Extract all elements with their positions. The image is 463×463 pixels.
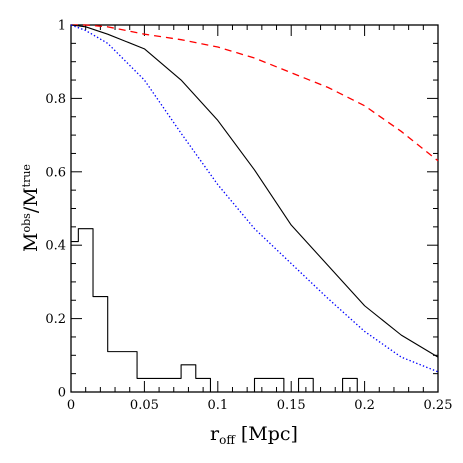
y-tick-label: 1 [58,19,66,34]
x-tick-label: 0.05 [130,398,159,413]
y-tick-label: 0.4 [45,239,66,254]
x-tick-label: 0 [67,398,75,413]
x-tick-label: 0.1 [207,398,228,413]
y-tick-label: 0 [58,386,66,401]
series-step-line [71,228,438,393]
y-axis-superscript-1: obs [20,213,33,233]
x-axis-subscript: off [219,433,236,447]
tick-labels: 0 0.05 0.1 0.15 0.2 0.25 0 0.2 0.4 0.6 0.8 1 [45,19,452,414]
x-tick-label: 0.15 [277,398,306,413]
x-tick-label: 0.25 [424,398,453,413]
x-axis-unit: [Mpc] [241,423,298,445]
series-dotted-line [70,24,439,373]
x-axis-title: roff [Mpc] [210,423,298,447]
y-axis-symbol-1: M [20,232,42,251]
plot-frame [70,24,439,393]
y-tick-label: 0.6 [45,165,66,180]
series-solid-line [70,24,439,358]
y-tick-label: 0.2 [45,312,66,327]
x-axis-symbol: r [210,423,220,445]
x-tick-label: 0.2 [354,398,375,413]
series-layer [70,24,439,393]
series-dashed-line [71,24,439,162]
y-axis-superscript-2: true [20,164,33,187]
y-axis-symbol-2: /M [20,187,42,213]
y-axis-title: Mobs/Mtrue [20,164,42,252]
axis-ticks [70,24,439,393]
y-tick-label: 0.8 [45,92,66,107]
